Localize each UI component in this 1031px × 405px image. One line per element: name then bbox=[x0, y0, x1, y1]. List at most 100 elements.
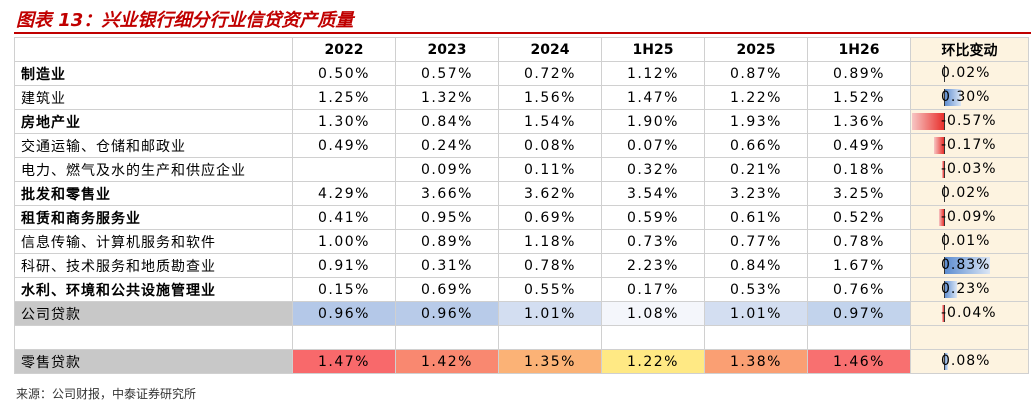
value-cell: 0.31% bbox=[395, 253, 499, 278]
change-text: -0.17% bbox=[941, 137, 997, 153]
value-cell: 0.84% bbox=[395, 109, 499, 134]
value-cell bbox=[292, 157, 396, 182]
change-text: 0.02% bbox=[941, 65, 991, 81]
value-cell: 0.50% bbox=[292, 61, 396, 86]
header-cell: 2025 bbox=[704, 37, 808, 62]
value-cell: 1.56% bbox=[498, 85, 602, 110]
value-cell: 0.41% bbox=[292, 205, 396, 230]
value-cell: 0.73% bbox=[601, 229, 705, 254]
change-text: 0.83% bbox=[941, 257, 991, 273]
title: 图表 13：兴业银行细分行业信贷资产质量 bbox=[16, 10, 354, 31]
value-cell: 0.57% bbox=[395, 61, 499, 86]
change-cell: -0.57% bbox=[910, 109, 1029, 134]
value-cell: 0.78% bbox=[807, 229, 911, 254]
header-row: 2022 2023 2024 1H25 2025 1H26 环比变动 bbox=[14, 37, 1029, 62]
zero-axis bbox=[944, 353, 945, 370]
table: 2022 2023 2024 1H25 2025 1H26 环比变动 制造业 0.50% 0.57… bbox=[14, 37, 1029, 374]
change-text: -0.09% bbox=[941, 209, 997, 225]
value-cell: 0.89% bbox=[807, 61, 911, 86]
header-cell: 环比变动 bbox=[910, 37, 1029, 62]
change-cell: 0.02% bbox=[910, 181, 1029, 206]
change-bar bbox=[944, 89, 961, 106]
row: 批发和零售业 4.29% 3.66% 3.62% 3.54% 3.23% 3.25% 0.02… bbox=[14, 181, 1029, 206]
empty-cell bbox=[14, 325, 293, 350]
header-cell: 2024 bbox=[498, 37, 602, 62]
change-bar bbox=[944, 281, 957, 298]
change-text: 0.30% bbox=[941, 89, 991, 105]
row-label: 公司贷款 bbox=[14, 301, 293, 326]
value-cell: 3.54% bbox=[601, 181, 705, 206]
value-cell: 0.66% bbox=[704, 133, 808, 158]
row: 租赁和商务服务业 0.41% 0.95% 0.69% 0.59% 0.61% 0.52% -0… bbox=[14, 205, 1029, 230]
change-text: -0.04% bbox=[941, 305, 997, 321]
change-cell: -0.09% bbox=[910, 205, 1029, 230]
change-bar bbox=[941, 305, 944, 322]
zero-axis bbox=[944, 161, 945, 178]
value-cell: 1.93% bbox=[704, 109, 808, 134]
value-cell: 1.67% bbox=[807, 253, 911, 278]
header-cell bbox=[14, 37, 293, 62]
zero-axis bbox=[944, 209, 945, 226]
value-cell: 0.97% bbox=[807, 301, 911, 326]
row-label: 租赁和商务服务业 bbox=[14, 205, 293, 230]
change-text: -0.03% bbox=[941, 161, 997, 177]
row: 科研、技术服务和地质勘查业 0.91% 0.31% 0.78% 2.23% 0.84% 1.… bbox=[14, 253, 1029, 278]
row: 制造业 0.50% 0.57% 0.72% 1.12% 0.87% 0.89% 0.02% bbox=[14, 61, 1029, 86]
value-cell: 1.00% bbox=[292, 229, 396, 254]
empty-cell bbox=[910, 325, 1029, 350]
change-bar bbox=[944, 257, 991, 274]
row-label: 电力、燃气及水的生产和供应企业 bbox=[14, 157, 293, 182]
value-cell: 0.78% bbox=[498, 253, 602, 278]
value-cell: 0.17% bbox=[601, 277, 705, 302]
value-cell: 0.15% bbox=[292, 277, 396, 302]
row: 房地产业 1.30% 0.84% 1.54% 1.90% 1.93% 1.36% -0.57% bbox=[14, 109, 1029, 134]
value-cell: 0.95% bbox=[395, 205, 499, 230]
value-cell: 0.07% bbox=[601, 133, 705, 158]
value-cell: 0.72% bbox=[498, 61, 602, 86]
change-bar bbox=[912, 113, 944, 130]
row: 信息传输、计算机服务和软件 1.00% 0.89% 1.18% 0.73% 0.77% 0.… bbox=[14, 229, 1029, 254]
value-cell: 0.49% bbox=[807, 133, 911, 158]
change-bar bbox=[938, 209, 944, 226]
value-cell: 0.91% bbox=[292, 253, 396, 278]
zero-axis bbox=[944, 89, 945, 106]
change-text: 0.08% bbox=[941, 353, 991, 369]
zero-axis bbox=[944, 65, 945, 82]
header-cell: 1H26 bbox=[807, 37, 911, 62]
value-cell: 0.69% bbox=[498, 205, 602, 230]
row: 水利、环境和公共设施管理业 0.15% 0.69% 0.55% 0.17% 0.53% 0.… bbox=[14, 277, 1029, 302]
value-cell: 1.30% bbox=[292, 109, 396, 134]
change-cell: 0.01% bbox=[910, 229, 1029, 254]
value-cell: 0.89% bbox=[395, 229, 499, 254]
value-cell: 1.46% bbox=[807, 349, 911, 374]
value-cell: 0.96% bbox=[395, 301, 499, 326]
row-label: 水利、环境和公共设施管理业 bbox=[14, 277, 293, 302]
empty-cell bbox=[704, 325, 808, 350]
zero-axis bbox=[944, 305, 945, 322]
change-bar bbox=[944, 353, 949, 370]
zero-axis bbox=[944, 233, 945, 250]
value-cell: 0.18% bbox=[807, 157, 911, 182]
empty-cell bbox=[395, 325, 499, 350]
row: 交通运输、仓储和邮政业 0.49% 0.24% 0.08% 0.07% 0.66% 0.49… bbox=[14, 133, 1029, 158]
value-cell: 0.96% bbox=[292, 301, 396, 326]
value-cell: 0.53% bbox=[704, 277, 808, 302]
empty-cell bbox=[807, 325, 911, 350]
header-cell: 2022 bbox=[292, 37, 396, 62]
zero-axis bbox=[944, 137, 945, 154]
empty-cell bbox=[601, 325, 705, 350]
source: 来源：公司财报，中泰证券研究所 bbox=[16, 387, 197, 401]
value-cell: 1.38% bbox=[704, 349, 808, 374]
row: 电力、燃气及水的生产和供应企业 0.09% 0.11% 0.32% 0.21% 0.18%… bbox=[14, 157, 1029, 182]
value-cell: 1.52% bbox=[807, 85, 911, 110]
row-label: 建筑业 bbox=[14, 85, 293, 110]
value-cell: 1.32% bbox=[395, 85, 499, 110]
empty-cell bbox=[498, 325, 602, 350]
row-label: 信息传输、计算机服务和软件 bbox=[14, 229, 293, 254]
change-bar bbox=[934, 137, 944, 154]
value-cell: 0.87% bbox=[704, 61, 808, 86]
row: 建筑业 1.25% 1.32% 1.56% 1.47% 1.22% 1.52% 0.30% bbox=[14, 85, 1029, 110]
value-cell: 1.01% bbox=[498, 301, 602, 326]
value-cell: 1.47% bbox=[292, 349, 396, 374]
